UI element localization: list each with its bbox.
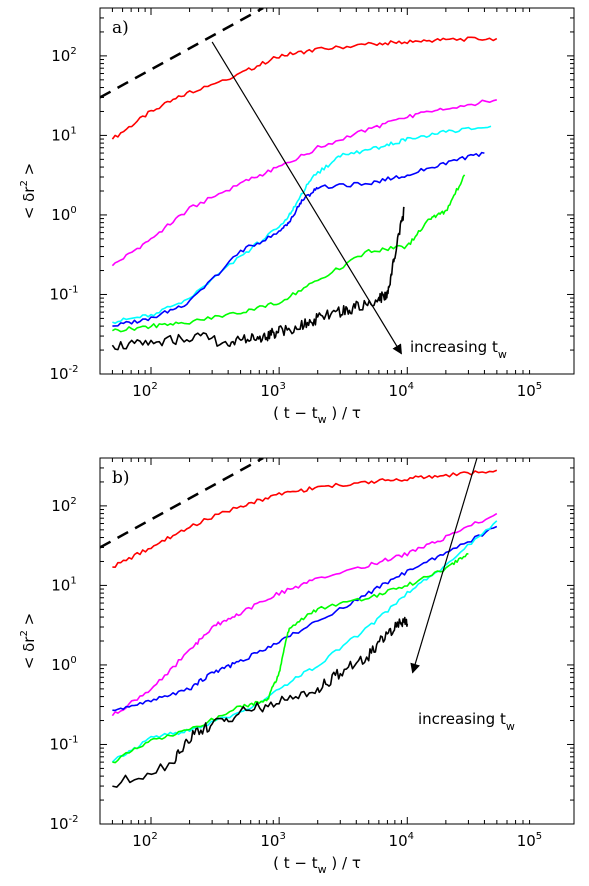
panel-b-x-tick-label: 103 — [260, 831, 285, 850]
panel-b-annotation: increasing tw — [418, 710, 515, 733]
panel-b-series-line — [112, 469, 498, 568]
panel-a-annotation: increasing tw — [410, 338, 507, 361]
panel-b-series-line — [112, 616, 409, 788]
panel-a-reference-line — [100, 8, 264, 99]
panel-a-series-line — [112, 151, 485, 327]
panel-a-series-line — [112, 125, 492, 324]
panel-a-x-tick-label: 103 — [260, 381, 285, 400]
panel-b-series-line — [111, 520, 498, 763]
panel-a-arrow — [211, 41, 402, 355]
panel-a-series-line — [111, 99, 497, 267]
panel-b-x-tick-label: 104 — [389, 831, 414, 850]
panel-b-series-line — [112, 525, 498, 712]
panel-a-label: a) — [112, 18, 129, 38]
panel-a-y-tick-label: 10-1 — [49, 284, 78, 303]
panel-b-data — [100, 458, 498, 788]
panel-a: 102 103 104 105 10-2 10-1 100 101 102 ( t − tw ) … — [19, 7, 575, 426]
panel-b-y-tick-label: 10-2 — [49, 814, 78, 833]
panel-b-label: b) — [112, 468, 130, 488]
panel-a-y-tick-label: 10-2 — [49, 364, 78, 383]
panel-b-reference-line — [100, 458, 264, 549]
panel-b-y-tick-label: 10-1 — [49, 734, 78, 753]
panel-a-x-tick-label: 102 — [132, 381, 157, 400]
panel-a-series-line — [111, 36, 498, 140]
panel-b-y-axis-label: < δr2 > — [19, 613, 38, 669]
panel-a-plot-frame — [99, 7, 575, 375]
panel-b-y-tick-label: 100 — [51, 655, 76, 674]
panel-b-plot-frame — [99, 457, 575, 825]
panel-a-series-line — [112, 174, 466, 333]
panel-b-x-tick-label: 105 — [517, 831, 542, 850]
panel-a-y-axis-label: < δr2 > — [19, 163, 38, 219]
panel-a-x-tick-label: 104 — [389, 381, 414, 400]
panel-b-series-line — [111, 512, 498, 717]
panel-a-data — [100, 8, 498, 351]
panel-a-y-tick-label: 100 — [51, 205, 76, 224]
panel-b-y-tick-label: 101 — [51, 575, 76, 594]
panel-b-series-line — [112, 553, 469, 764]
panel-a-y-tick-label: 101 — [51, 125, 76, 144]
panel-b: 102 103 104 105 10-2 10-1 100 101 102 ( t − tw ) … — [19, 457, 575, 876]
panel-b-y-tick-label: 102 — [51, 496, 76, 515]
panel-a-series-line — [111, 206, 406, 351]
panel-b-x-axis-label: ( t − tw ) / τ — [273, 854, 361, 876]
panel-a-y-tick-label: 102 — [51, 46, 76, 65]
panel-b-x-tick-label: 102 — [132, 831, 157, 850]
panel-b-arrow — [410, 457, 478, 674]
panel-a-x-axis-label: ( t − tw ) / τ — [273, 404, 361, 426]
panel-a-x-tick-label: 105 — [517, 381, 542, 400]
